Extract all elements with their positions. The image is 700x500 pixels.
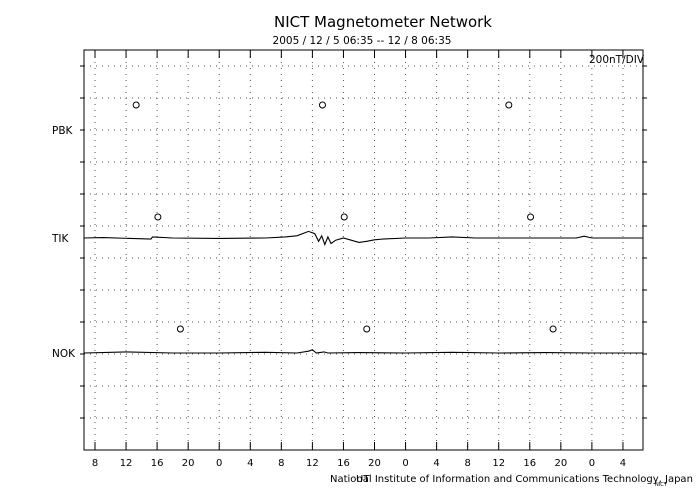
traces (84, 230, 643, 354)
x-tick-label: 8 (464, 458, 470, 469)
x-tick-label: 12 (306, 458, 319, 469)
trace-tik (84, 230, 643, 247)
trace-nok (84, 349, 643, 354)
midnight-marker (363, 325, 371, 333)
x-tick-labels: 8 12 16 20 0 4 8 12 16 20 0 4 8 12 16 20 0 4 (92, 458, 626, 469)
x-tick-label: 8 (278, 458, 284, 469)
x-tick-label: 8 (92, 458, 98, 469)
x-tick-label: 20 (554, 458, 567, 469)
x-tick-label: 4 (247, 458, 253, 469)
plot-frame (83, 49, 644, 451)
x-tick-label: 16 (523, 458, 536, 469)
x-axis-label: UT (356, 474, 370, 485)
x-tick-label: 16 (337, 458, 350, 469)
x-tick-label: 20 (182, 458, 195, 469)
midnight-marker (318, 101, 326, 109)
credit-text: National Institute of Information and Co… (330, 474, 693, 485)
midnight-markers (132, 101, 557, 333)
chart-date-range: 2005 / 12 / 5 06:35 -- 12 / 8 06:35 (273, 35, 452, 47)
midnight-marker (340, 213, 348, 221)
midnight-marker (549, 325, 557, 333)
station-label: TIK (51, 233, 70, 245)
scale-label: 200nT/DIV (589, 54, 645, 66)
axis-ticks (80, 50, 647, 450)
x-tick-label: 0 (402, 458, 408, 469)
x-tick-label: 16 (151, 458, 164, 469)
midnight-marker (154, 213, 162, 221)
midnight-marker (527, 213, 535, 221)
grid (84, 50, 643, 450)
x-tick-label: 20 (368, 458, 381, 469)
corner-mark: NICT (655, 482, 668, 488)
x-tick-label: 4 (620, 458, 626, 469)
x-tick-label: 4 (433, 458, 439, 469)
station-label: PBK (52, 125, 74, 137)
x-tick-label: 0 (589, 458, 595, 469)
chart-title: NICT Magnetometer Network (274, 13, 492, 31)
midnight-marker (505, 101, 513, 109)
station-labels: PBK TIK NOK (51, 125, 76, 360)
x-tick-label: 12 (492, 458, 505, 469)
midnight-marker (132, 101, 140, 109)
station-label: NOK (52, 348, 76, 360)
midnight-marker (176, 325, 184, 333)
x-tick-label: 0 (216, 458, 222, 469)
x-tick-label: 12 (120, 458, 133, 469)
